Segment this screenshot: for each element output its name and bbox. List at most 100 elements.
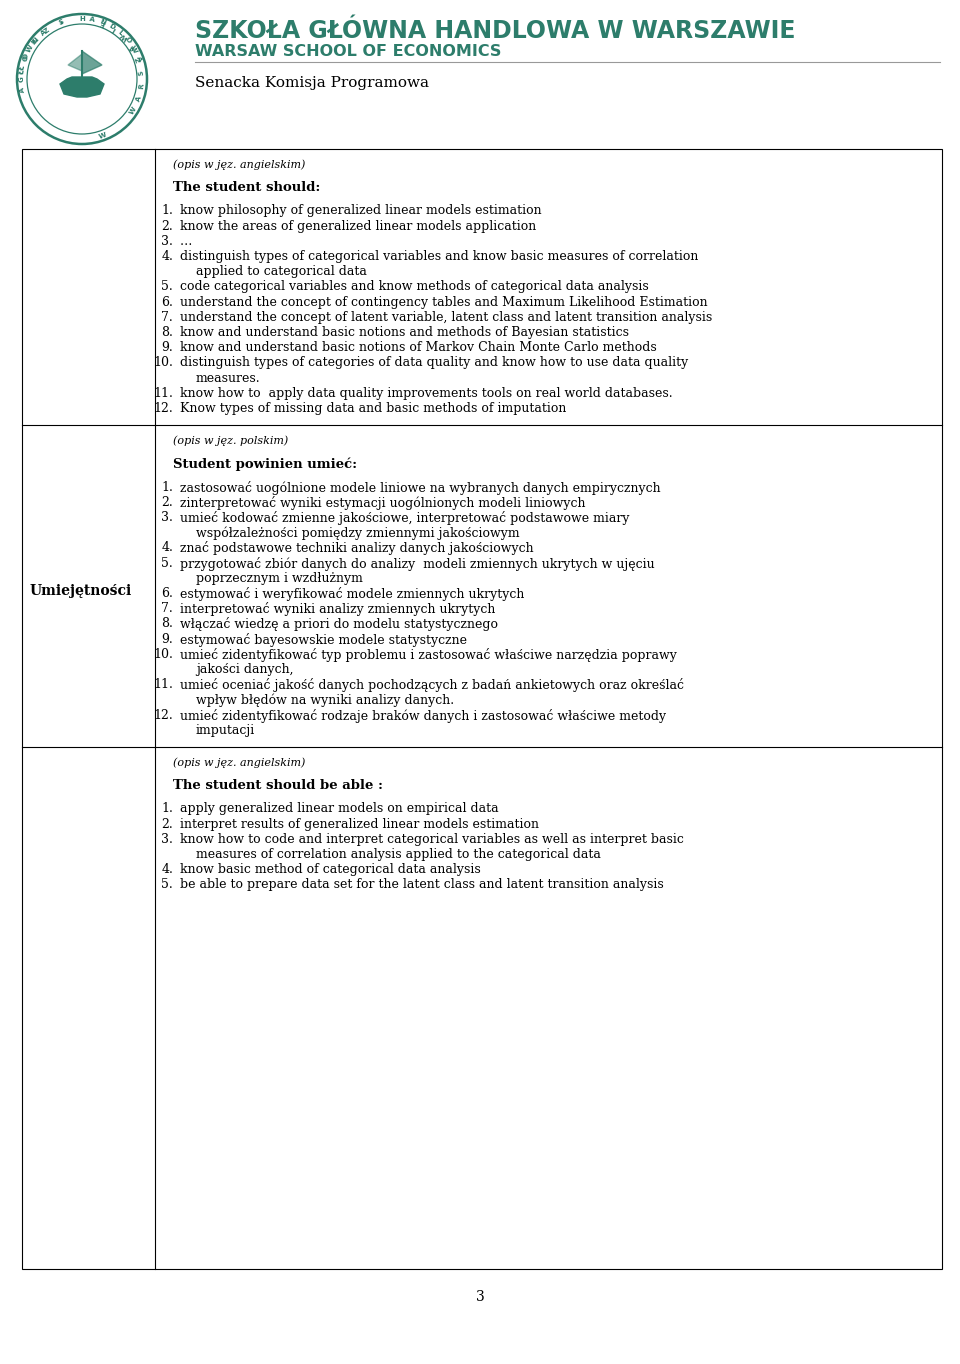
Text: zastosować uogólnione modele liniowe na wybranych danych empirycznych: zastosować uogólnione modele liniowe na …	[180, 480, 660, 495]
Text: applied to categorical data: applied to categorical data	[196, 265, 367, 278]
Text: Ł: Ł	[19, 65, 26, 71]
Text: 10.: 10.	[154, 356, 173, 370]
Text: 12.: 12.	[154, 402, 173, 415]
Text: know the areas of generalized linear models application: know the areas of generalized linear mod…	[180, 220, 537, 233]
Text: współzależności pomiędzy zmiennymi jakościowym: współzależności pomiędzy zmiennymi jakoś…	[196, 527, 519, 540]
Text: The student should be able :: The student should be able :	[173, 779, 383, 792]
Text: 3: 3	[475, 1290, 485, 1304]
Text: 11.: 11.	[154, 387, 173, 400]
Text: 6.: 6.	[161, 296, 173, 308]
Text: know how to code and interpret categorical variables as well as interpret basic: know how to code and interpret categoric…	[180, 833, 684, 846]
Text: N: N	[32, 37, 40, 45]
Text: H: H	[79, 16, 84, 22]
Text: O: O	[22, 53, 31, 60]
Text: 2.: 2.	[161, 495, 173, 509]
Text: Senacka Komisja Programowa: Senacka Komisja Programowa	[195, 76, 429, 90]
Text: 5.: 5.	[161, 281, 173, 293]
Text: A: A	[134, 55, 142, 61]
Text: Ł: Ł	[19, 70, 26, 75]
Text: 12.: 12.	[154, 709, 173, 722]
Text: 1.: 1.	[161, 205, 173, 217]
Text: 3.: 3.	[161, 833, 173, 846]
Text: 7.: 7.	[161, 311, 173, 323]
Text: WARSAW SCHOOL OF ECONOMICS: WARSAW SCHOOL OF ECONOMICS	[195, 44, 501, 59]
Text: measures of correlation analysis applied to the categorical data: measures of correlation analysis applied…	[196, 848, 601, 861]
Text: umieć kodować zmienne jakościowe, interpretować podstawowe miary: umieć kodować zmienne jakościowe, interp…	[180, 512, 630, 525]
Text: 11.: 11.	[154, 678, 173, 692]
Text: wpływ błędów na wyniki analizy danych.: wpływ błędów na wyniki analizy danych.	[196, 693, 454, 707]
Text: E: E	[99, 19, 106, 26]
Polygon shape	[82, 50, 102, 74]
Text: 5.: 5.	[161, 878, 173, 892]
Text: know basic method of categorical data analysis: know basic method of categorical data an…	[180, 863, 481, 876]
Text: przygotować zbiór danych do analizy  modeli zmiennych ukrytych w ujęciu: przygotować zbiór danych do analizy mode…	[180, 557, 655, 570]
Bar	[22, 149, 942, 1269]
Text: (opis w jęz. angielskim): (opis w jęz. angielskim)	[173, 757, 305, 768]
Text: 4.: 4.	[161, 863, 173, 876]
Text: know philosophy of generalized linear models estimation: know philosophy of generalized linear mo…	[180, 205, 541, 217]
Text: A: A	[129, 44, 137, 52]
Text: 9.: 9.	[161, 633, 173, 645]
Text: code categorical variables and know methods of categorical data analysis: code categorical variables and know meth…	[180, 281, 649, 293]
Text: 9.: 9.	[161, 341, 173, 355]
Text: (opis w jęz. polskim): (opis w jęz. polskim)	[173, 435, 288, 446]
Text: Umiejętności: Umiejętności	[30, 584, 132, 597]
Text: know and understand basic notions of Markov Chain Monte Carlo methods: know and understand basic notions of Mar…	[180, 341, 657, 355]
Text: imputacji: imputacji	[196, 724, 255, 737]
Text: I: I	[111, 26, 117, 31]
Text: •: •	[59, 19, 64, 26]
Text: A: A	[19, 86, 26, 93]
Text: 2.: 2.	[161, 817, 173, 831]
Text: A: A	[89, 16, 96, 23]
Text: …: …	[180, 235, 192, 248]
Text: estymować bayesowskie modele statystyczne: estymować bayesowskie modele statystyczn…	[180, 633, 467, 647]
Text: W: W	[120, 31, 130, 42]
Text: distinguish types of categories of data quality and know how to use data quality: distinguish types of categories of data …	[180, 356, 688, 370]
Text: 6.: 6.	[161, 587, 173, 600]
Text: D: D	[108, 23, 116, 31]
Text: umieć zidentyfikować rodzaje braków danych i zastosować właściwe metody: umieć zidentyfikować rodzaje braków dany…	[180, 709, 666, 723]
Text: umieć zidentyfikować typ problemu i zastosować właściwe narzędzia poprawy: umieć zidentyfikować typ problemu i zast…	[180, 648, 677, 662]
Text: 1.: 1.	[161, 480, 173, 494]
Text: apply generalized linear models on empirical data: apply generalized linear models on empir…	[180, 802, 498, 816]
Text: jakości danych,: jakości danych,	[196, 663, 294, 677]
Text: zinterpretować wyniki estymacji uogólnionych modeli liniowych: zinterpretować wyniki estymacji uogólnio…	[180, 495, 586, 510]
Text: 2.: 2.	[161, 220, 173, 233]
Polygon shape	[60, 76, 104, 97]
Text: 4.: 4.	[161, 250, 173, 263]
Text: Student powinien umieć:: Student powinien umieć:	[173, 457, 357, 471]
Text: 1.: 1.	[161, 802, 173, 816]
Text: W: W	[26, 44, 35, 53]
Text: Z: Z	[135, 56, 142, 63]
Text: 3.: 3.	[161, 512, 173, 524]
Text: interpretować wyniki analizy zmiennych ukrytych: interpretować wyniki analizy zmiennych u…	[180, 602, 495, 617]
Text: measures.: measures.	[196, 371, 260, 385]
Text: 8.: 8.	[161, 618, 173, 630]
Polygon shape	[68, 55, 82, 71]
Text: K: K	[31, 38, 38, 46]
Text: R: R	[138, 83, 145, 89]
Text: A: A	[135, 95, 142, 102]
Text: W: W	[130, 44, 138, 53]
Text: Z: Z	[43, 26, 51, 34]
Text: 8.: 8.	[161, 326, 173, 340]
Text: S: S	[59, 19, 65, 26]
Text: Know types of missing data and basic methods of imputation: Know types of missing data and basic met…	[180, 402, 566, 415]
Text: 5.: 5.	[161, 557, 173, 570]
Text: znać podstawowe techniki analizy danych jakościowych: znać podstawowe techniki analizy danych …	[180, 542, 534, 555]
Text: understand the concept of latent variable, latent class and latent transition an: understand the concept of latent variabl…	[180, 311, 712, 323]
Text: (opis w jęz. angielskim): (opis w jęz. angielskim)	[173, 160, 305, 169]
Text: interpret results of generalized linear models estimation: interpret results of generalized linear …	[180, 817, 539, 831]
Text: 4.: 4.	[161, 542, 173, 554]
Text: włączać wiedzę a priori do modelu statystycznego: włączać wiedzę a priori do modelu statys…	[180, 618, 498, 632]
Text: L: L	[117, 30, 124, 37]
Text: Ó: Ó	[21, 55, 30, 63]
Text: A: A	[39, 29, 47, 37]
Text: understand the concept of contingency tables and Maximum Likelihood Estimation: understand the concept of contingency ta…	[180, 296, 708, 308]
Text: 7.: 7.	[161, 602, 173, 615]
Text: umieć oceniać jakość danych pochodzących z badań ankietowych oraz określać: umieć oceniać jakość danych pochodzących…	[180, 678, 684, 692]
Text: N: N	[99, 19, 107, 26]
Text: O: O	[124, 37, 132, 45]
Text: know and understand basic notions and methods of Bayesian statistics: know and understand basic notions and me…	[180, 326, 629, 340]
Text: distinguish types of categorical variables and know basic measures of correlatio: distinguish types of categorical variabl…	[180, 250, 698, 263]
